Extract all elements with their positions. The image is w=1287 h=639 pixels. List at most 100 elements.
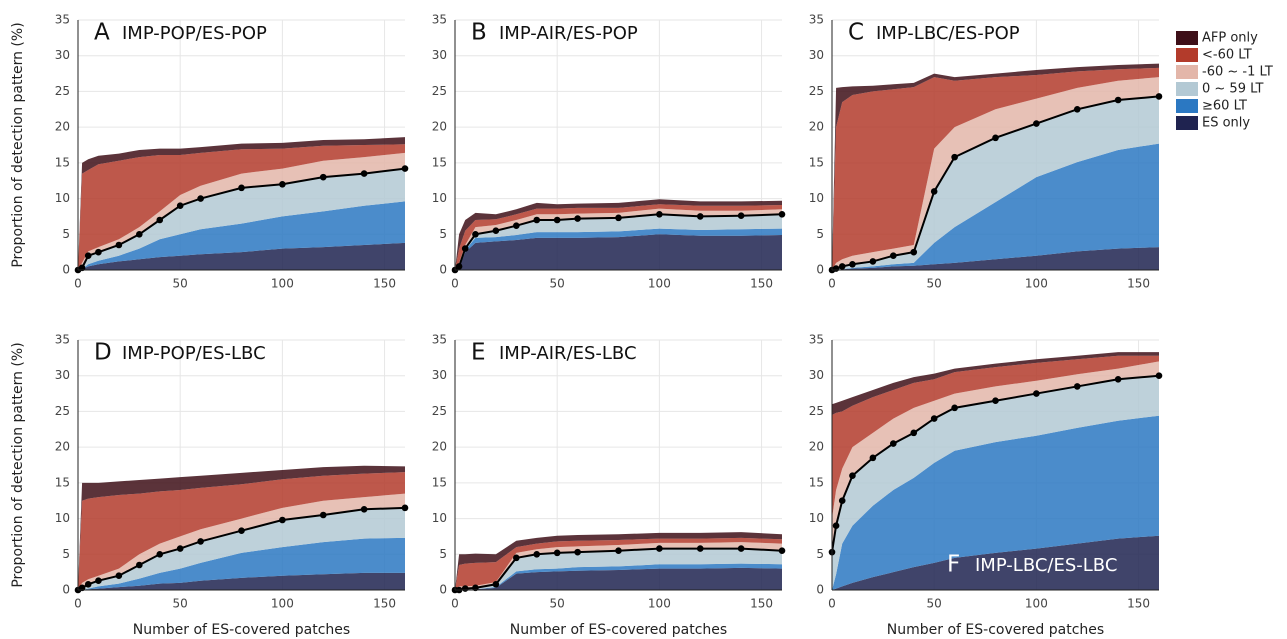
cumulative-marker [553,549,561,557]
cumulative-marker [615,547,622,555]
cumulative-marker [574,548,581,556]
cumulative-marker [461,585,469,592]
y-tick-label: 25 [55,84,70,98]
y-tick-label: 25 [809,84,824,98]
cumulative-marker [84,580,92,588]
x-tick-label: 50 [550,277,565,291]
cumulative-marker [176,545,184,552]
cumulative-marker [1114,375,1122,383]
y-tick-label: 5 [62,227,70,241]
stacked-area [832,96,1159,270]
cumulative-marker [533,550,541,558]
stacked-area [455,532,782,590]
y-tick-label: 20 [432,440,447,454]
panel-letter: C [848,20,864,46]
cumulative-marker [1114,96,1122,104]
y-tick-label: 35 [55,13,70,27]
x-tick-label: 0 [828,277,836,291]
stacked-area [455,228,782,270]
cumulative-marker [849,472,856,480]
y-tick-label: 5 [816,227,824,241]
y-tick-label: 30 [432,48,447,62]
x-tick-label: 150 [373,597,396,611]
y-tick-label: 35 [432,333,447,347]
x-tick-label: 150 [750,277,773,291]
y-tick-label: 25 [55,404,70,418]
x-tick-label: 100 [1025,277,1048,291]
cumulative-marker [656,210,663,218]
cumulative-marker [930,415,938,422]
stacked-area [832,143,1159,270]
legend-swatch [1176,65,1198,79]
cumulative-marker [778,547,786,555]
cumulative-marker [197,538,204,545]
panel-title: IMP-LBC/ES-POP [876,23,1020,44]
cumulative-marker [553,216,561,224]
cumulative-marker [574,215,581,222]
y-tick-label: 10 [432,511,447,525]
cumulative-marker [319,173,327,181]
cumulative-marker [696,213,704,220]
cumulative-marker [696,545,704,552]
legend-swatch [1176,48,1198,62]
y-tick-label: 35 [55,333,70,347]
x-tick-label: 100 [271,277,294,291]
y-tick-label: 5 [439,547,447,561]
cumulative-marker [533,216,541,224]
y-tick-label: 0 [439,583,447,597]
y-tick-label: 35 [432,13,447,27]
y-tick-label: 0 [816,263,824,277]
stacked-area [832,361,1159,553]
panel-title: IMP-AIR/ES-POP [499,23,638,44]
stacked-area [455,234,782,270]
cumulative-marker [115,572,123,580]
x-tick-label: 0 [828,597,836,611]
cumulative-marker [238,527,245,535]
cumulative-marker [992,397,999,405]
cumulative-marker [838,263,846,270]
legend: AFP only <-60 LT -60 ~ -1 LT 0 ~ 59 LT ≥60 L… [1176,31,1273,131]
cumulative-marker [1073,383,1081,390]
panel-letter: E [471,340,486,366]
cumulative-marker [95,248,102,256]
cumulative-marker [737,212,745,220]
stacked-area [78,493,405,590]
x-tick-label: 100 [271,597,294,611]
y-tick-label: 15 [432,155,447,169]
stacked-area [832,352,1159,415]
cumulative-marker [849,260,856,268]
cumulative-marker [156,216,164,224]
legend-label: <-60 LT [1202,48,1252,63]
panel-title: IMP-AIR/ES-LBC [499,343,637,364]
stacked-area [832,415,1159,590]
stacked-area [832,375,1159,590]
cumulative-marker [95,577,102,585]
cumulative-marker [910,248,918,256]
y-tick-label: 20 [55,440,70,454]
y-tick-label: 5 [62,547,70,561]
panel: 0 5 10 15 20 25 30 35 0 50 100 150 Number of ES-cove… [432,333,786,638]
cumulative-marker [992,134,999,142]
stacked-area [455,548,782,590]
y-tick-label: 15 [55,475,70,489]
stacked-area [78,572,405,590]
cumulative-line [831,374,1160,553]
cumulative-marker [890,252,897,260]
cumulative-marker [279,516,286,524]
panel: 0 5 10 15 20 25 30 35 0 50 100 150 C IMP-LBC/ES-POP [809,13,1163,291]
cumulative-marker [401,504,409,512]
cumulative-marker [136,230,143,238]
cumulative-marker [838,497,846,505]
legend-label: 0 ~ 59 LT [1202,82,1264,97]
cumulative-marker [360,170,368,177]
y-tick-label: 20 [432,120,447,134]
legend-swatch [1176,82,1198,96]
x-tick-label: 100 [648,597,671,611]
cumulative-marker [1033,120,1040,127]
cumulative-marker [615,214,622,222]
y-tick-label: 10 [809,511,824,525]
legend-swatch [1176,99,1198,113]
y-axis-title: Proportion of detection pattern (%) [10,22,26,267]
y-tick-label: 25 [432,84,447,98]
